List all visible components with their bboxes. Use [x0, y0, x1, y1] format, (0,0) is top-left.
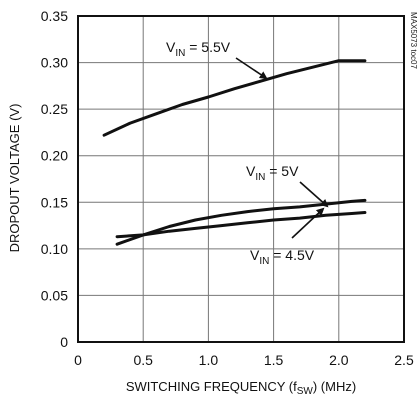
y-tick-label: 0 — [60, 334, 68, 350]
figure-code: MAX5073 toc07 — [409, 12, 418, 69]
y-tick-label: 0.35 — [41, 8, 68, 24]
grid-lines — [77, 15, 405, 343]
series-lines — [102, 59, 367, 246]
x-tick-label: 1.5 — [264, 352, 284, 368]
x-tick-labels: 0 0.5 1.0 1.5 2.0 2.5 — [74, 352, 414, 368]
x-tick-label: 2.5 — [394, 352, 414, 368]
series-label: VIN = 5.5V — [166, 39, 231, 59]
series-line — [115, 211, 367, 239]
annotation-arrow — [291, 207, 325, 239]
series-label: VIN = 5V — [246, 163, 299, 183]
x-tick-label: 0.5 — [133, 352, 153, 368]
x-axis-label: SWITCHING FREQUENCY (fSW) (MHz) — [126, 379, 356, 397]
annotation-arrow — [299, 181, 329, 208]
plot-frame — [77, 15, 405, 343]
x-tick-label: 1.0 — [199, 352, 219, 368]
series-line — [115, 198, 367, 246]
series-label: VIN = 4.5V — [250, 247, 315, 267]
series-annotations: VIN = 5.5V VIN = 5V VIN = 4.5V — [166, 39, 329, 267]
x-tick-label: 0 — [74, 352, 82, 368]
y-tick-label: 0.15 — [41, 194, 68, 210]
y-tick-label: 0.25 — [41, 101, 68, 117]
y-tick-label: 0.05 — [41, 287, 68, 303]
series-line — [102, 59, 367, 137]
annotation-arrow — [235, 57, 268, 80]
y-tick-label: 0.20 — [41, 148, 68, 164]
x-tick-label: 2.0 — [329, 352, 349, 368]
y-tick-labels: 0 0.05 0.10 0.15 0.20 0.25 0.30 0.35 — [41, 8, 68, 350]
y-tick-label: 0.30 — [41, 55, 68, 71]
y-axis-label: DROPOUT VOLTAGE (V) — [7, 104, 22, 253]
y-tick-label: 0.10 — [41, 241, 68, 257]
